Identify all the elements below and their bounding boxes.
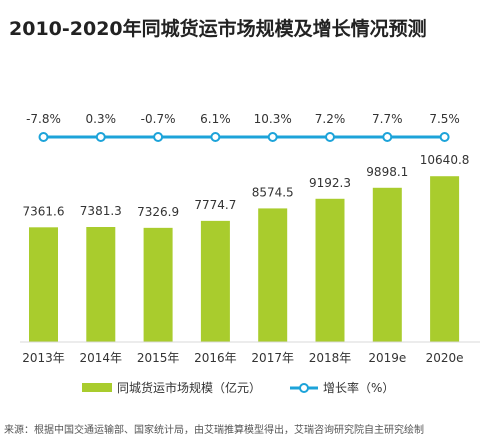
growth-rate-point [325, 132, 335, 142]
bar-2020e [430, 176, 460, 342]
growth-rate-point [267, 132, 278, 142]
bar-2013年 [29, 227, 58, 342]
growth-rate-label: 10.3% [254, 112, 292, 126]
legend: 同城货运市场规模（亿元） 增长率（%） [82, 380, 394, 395]
bar-2017年 [258, 208, 288, 342]
growth-rate-label: 7.7% [372, 112, 403, 126]
x-tick-label: 2017年 [251, 351, 294, 365]
bar-value-label: 8574.5 [252, 185, 294, 199]
bar-value-label: 10640.8 [420, 153, 470, 167]
legend-line-label: 增长率（%） [323, 380, 394, 395]
x-tick-label: 2013年 [22, 351, 65, 365]
growth-rate-point [38, 132, 49, 142]
x-tick-label: 2020e [426, 351, 464, 365]
growth-rate-label: -0.7% [141, 112, 176, 126]
bar-value-label: 7361.6 [23, 204, 65, 218]
legend-line-marker [299, 383, 309, 393]
x-tick-label: 2015年 [137, 351, 180, 365]
growth-rate-point [95, 132, 106, 142]
bar-value-labels: 7361.6 7381.3 7326.9 7774.7 8574.5 9192.3 9898… [23, 153, 470, 219]
bars-layer [29, 176, 460, 342]
x-tick-label: 2019e [368, 351, 406, 365]
bar-2019e [372, 187, 402, 342]
bar-2016年 [200, 220, 230, 342]
bar-2015年 [143, 227, 173, 342]
x-tick-label: 2014年 [80, 351, 123, 365]
bar-value-label: 9192.3 [309, 176, 351, 190]
bar-value-label: 9898.1 [366, 165, 408, 179]
x-tick-label: 2016年 [194, 351, 237, 365]
growth-rate-point [439, 132, 450, 142]
bar-2018年 [315, 198, 345, 342]
growth-rate-label: 6.1% [200, 112, 231, 126]
x-tick-label: 2018年 [309, 351, 352, 365]
growth-rate-point [153, 132, 164, 142]
growth-rate-label: 0.3% [86, 112, 117, 126]
growth-rate-label: 7.2% [315, 112, 346, 126]
x-axis: 2013年 2014年 2015年 2016年 2017年 2018年 2019e 2020e [20, 341, 480, 365]
bar-value-label: 7381.3 [80, 204, 122, 218]
bar-value-label: 7774.7 [194, 198, 236, 212]
growth-rate-point [210, 132, 221, 142]
bar-value-label: 7326.9 [137, 205, 179, 219]
legend-bar-swatch [82, 383, 112, 392]
chart-title: 2010-2020年同城货运市场规模及增长情况预测 [9, 18, 427, 40]
growth-rate-label: 7.5% [429, 112, 460, 126]
growth-rate-labels: -7.8% 0.3% -0.7% 6.1% 10.3% 7.2% 7.7% 7.5% [26, 112, 460, 126]
growth-line-layer [38, 132, 450, 142]
growth-rate-point [382, 132, 393, 142]
source-note: 来源：根据中国交通运输部、国家统计局，由艾瑞推算模型得出，艾瑞咨询研究院自主研究… [4, 425, 424, 436]
bar-2014年 [86, 226, 116, 342]
legend-bar-label: 同城货运市场规模（亿元） [117, 380, 261, 395]
growth-rate-label: -7.8% [26, 112, 61, 126]
